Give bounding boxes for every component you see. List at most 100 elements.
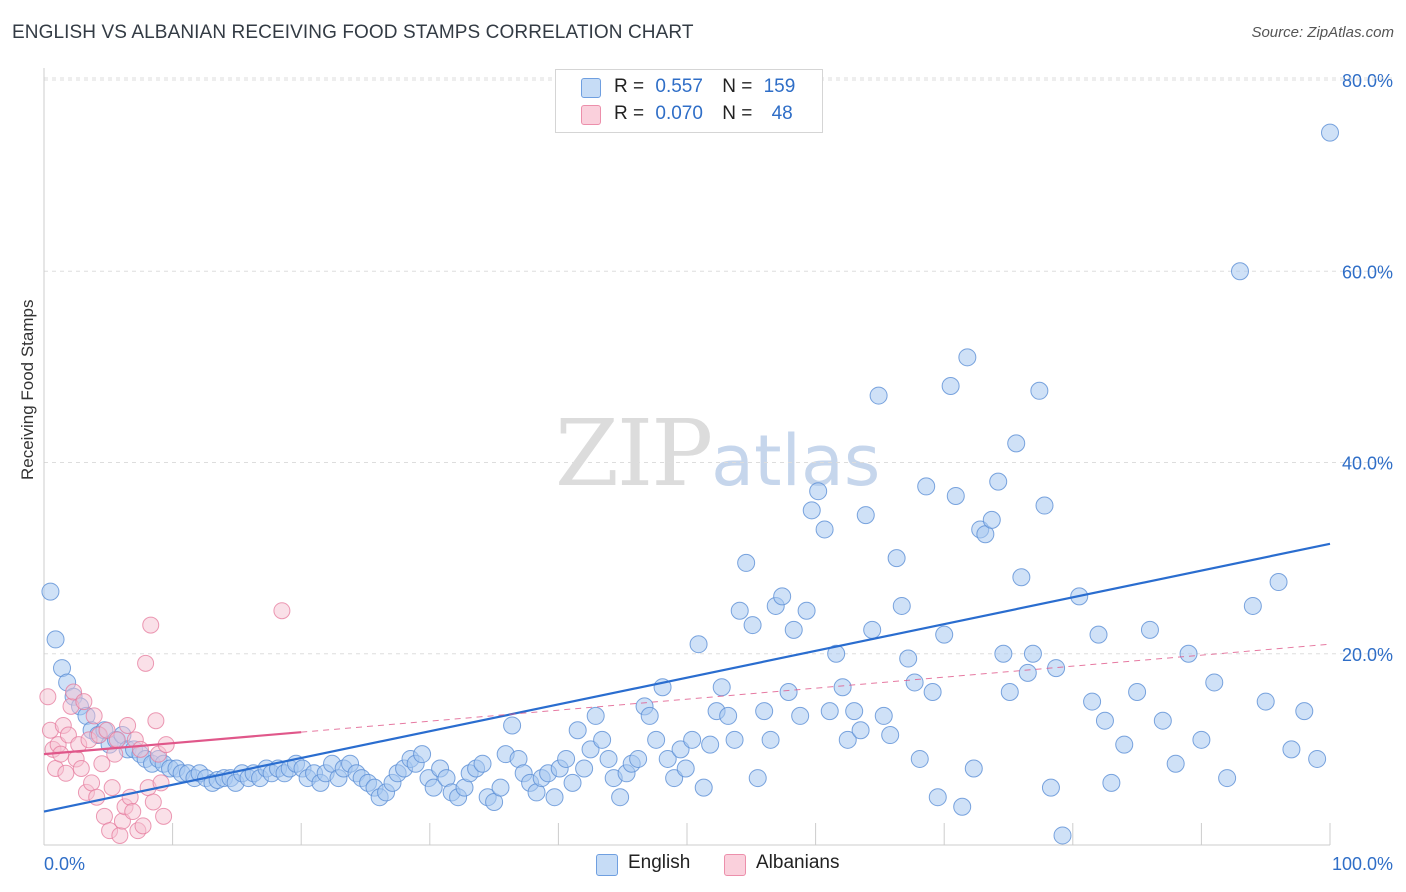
legend-r-value: 0.557 [655, 76, 703, 97]
english-point [833, 678, 852, 697]
english-point [773, 587, 792, 606]
english-point [946, 486, 965, 505]
english-point [917, 477, 936, 496]
watermark: ZIPatlas [555, 400, 880, 507]
legend-r-label: R = [614, 76, 645, 97]
english-point [683, 730, 702, 749]
series-label-english: English [628, 852, 691, 873]
english-point [838, 730, 857, 749]
english-point [809, 482, 828, 501]
albanian-trendline-extension [301, 643, 1331, 733]
albanian-point [85, 707, 103, 725]
english-point [899, 649, 918, 668]
english-point [647, 730, 666, 749]
english-point [599, 749, 618, 768]
albanian-point [93, 755, 111, 773]
legend-n-value: 48 [771, 103, 793, 124]
english-point [964, 759, 983, 778]
y-tick-label: 40.0% [1342, 454, 1393, 474]
english-point [784, 620, 803, 639]
english-point [545, 788, 564, 807]
english-point [503, 716, 522, 735]
english-point [689, 635, 708, 654]
english-point [1153, 711, 1172, 730]
albanian-point [111, 826, 129, 844]
x-tick-label: 0.0% [44, 854, 85, 874]
english-point [557, 749, 576, 768]
english-point [611, 788, 630, 807]
albanian-point [119, 716, 137, 734]
english-point [581, 740, 600, 759]
english-point [568, 721, 587, 740]
series-legend: English Albanians [0, 852, 1406, 880]
english-point [1230, 262, 1249, 281]
y-tick-label: 20.0% [1342, 645, 1393, 665]
english-point [1192, 730, 1211, 749]
english-point [869, 386, 888, 405]
albanian-point [103, 779, 121, 797]
english-point [1321, 123, 1339, 142]
english-point [1256, 692, 1275, 711]
english-point [923, 683, 942, 701]
english-point [802, 501, 821, 520]
english-point [1308, 749, 1327, 768]
english-point [779, 683, 798, 701]
english-point [1041, 778, 1060, 797]
albanian-point [95, 807, 113, 825]
english-point [1205, 673, 1224, 692]
english-point [593, 730, 612, 749]
english-point [863, 620, 882, 639]
albanian-point [57, 764, 75, 782]
english-point [748, 769, 767, 788]
english-point [629, 749, 648, 768]
english-point [994, 644, 1013, 663]
english-point [473, 754, 492, 773]
english-point [1243, 596, 1262, 615]
english-point [887, 549, 906, 568]
english-point [1102, 773, 1121, 792]
english-point [730, 601, 749, 620]
english-point [491, 778, 510, 797]
english-point [820, 702, 839, 721]
english-point [1295, 702, 1314, 721]
english-point [935, 625, 954, 644]
english-point [46, 630, 65, 649]
legend-n-value: 159 [763, 76, 796, 97]
y-tick-label: 80.0% [1342, 71, 1393, 91]
english-point [958, 348, 977, 367]
english-point [1012, 568, 1031, 587]
english-point [665, 769, 684, 788]
english-point [856, 506, 875, 525]
english-point [1007, 434, 1026, 453]
english-point [941, 377, 960, 395]
albanian-point [147, 712, 165, 730]
english-point [755, 702, 774, 721]
english-point [719, 706, 738, 725]
english-point [413, 745, 432, 764]
english-point [671, 740, 690, 759]
english-point [743, 616, 762, 635]
legend-r-label: R = [614, 103, 645, 124]
english-point [1269, 573, 1288, 592]
english-point [881, 726, 900, 745]
english-point [1115, 735, 1134, 754]
chart-title: ENGLISH VS ALBANIAN RECEIVING FOOD STAMP… [12, 22, 694, 43]
english-point [827, 644, 846, 663]
series-swatch-albanians [724, 854, 746, 876]
english-point [676, 759, 695, 778]
english-point [953, 797, 972, 816]
y-tick-label: 60.0% [1342, 262, 1393, 282]
albanian-point [144, 793, 162, 811]
english-point [658, 749, 677, 768]
english-point [874, 706, 893, 725]
watermark-atlas: atlas [711, 420, 881, 502]
english-point [1089, 625, 1108, 644]
english-point [1166, 754, 1185, 773]
albanian-point [124, 803, 142, 821]
english-point [41, 582, 60, 601]
x-tick-label: 100.0% [1332, 854, 1393, 874]
english-point [1035, 496, 1054, 515]
albanian-point [142, 616, 160, 634]
english-point [1030, 381, 1049, 400]
